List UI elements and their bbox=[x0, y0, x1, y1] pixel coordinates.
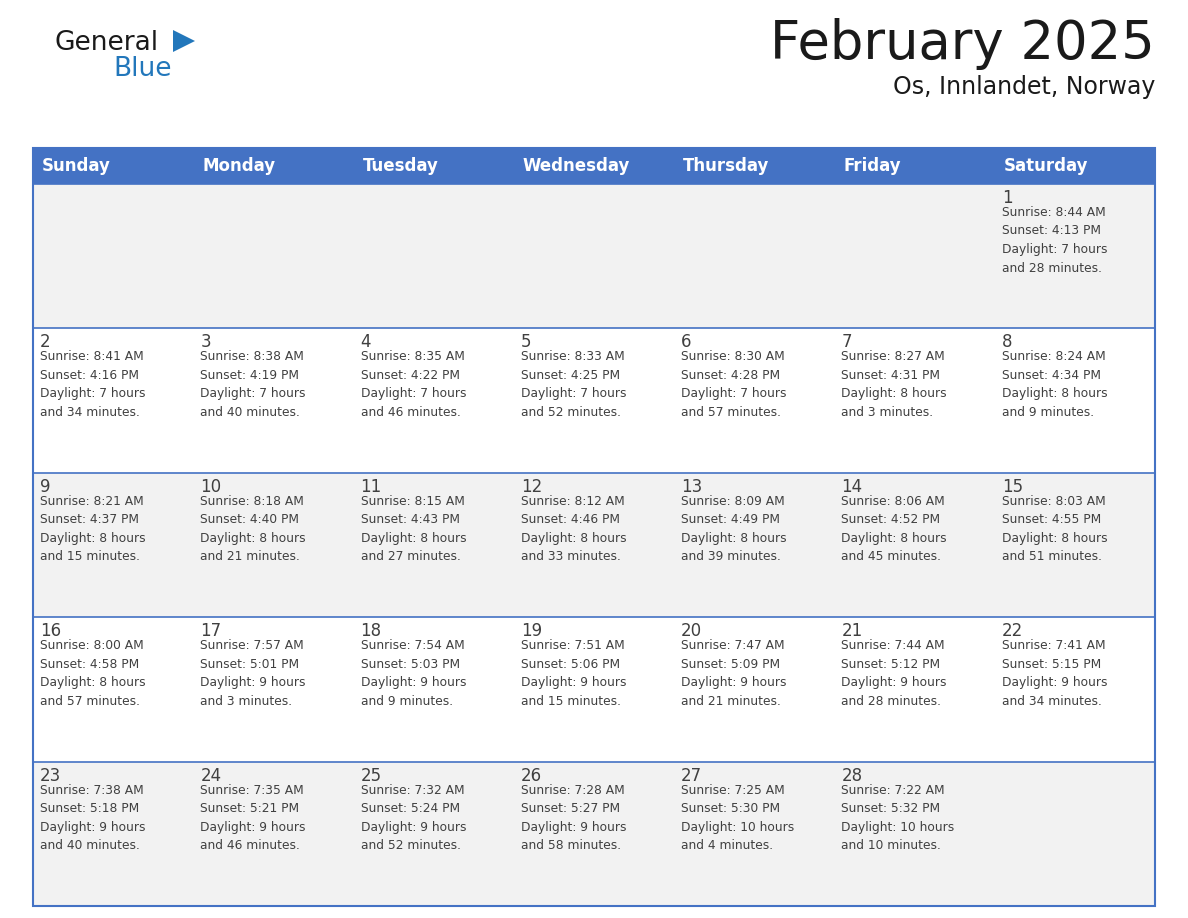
Text: Sunrise: 7:41 AM
Sunset: 5:15 PM
Daylight: 9 hours
and 34 minutes.: Sunrise: 7:41 AM Sunset: 5:15 PM Dayligh… bbox=[1001, 639, 1107, 708]
Text: 22: 22 bbox=[1001, 622, 1023, 640]
Text: Sunrise: 7:22 AM
Sunset: 5:32 PM
Daylight: 10 hours
and 10 minutes.: Sunrise: 7:22 AM Sunset: 5:32 PM Dayligh… bbox=[841, 784, 955, 852]
Text: General: General bbox=[55, 30, 159, 56]
Text: Sunrise: 7:44 AM
Sunset: 5:12 PM
Daylight: 9 hours
and 28 minutes.: Sunrise: 7:44 AM Sunset: 5:12 PM Dayligh… bbox=[841, 639, 947, 708]
Text: Sunrise: 7:28 AM
Sunset: 5:27 PM
Daylight: 9 hours
and 58 minutes.: Sunrise: 7:28 AM Sunset: 5:27 PM Dayligh… bbox=[520, 784, 626, 852]
Bar bbox=[33, 617, 1155, 762]
Text: 4: 4 bbox=[361, 333, 371, 352]
Text: 1: 1 bbox=[1001, 189, 1012, 207]
Text: Sunrise: 8:44 AM
Sunset: 4:13 PM
Daylight: 7 hours
and 28 minutes.: Sunrise: 8:44 AM Sunset: 4:13 PM Dayligh… bbox=[1001, 206, 1107, 274]
Text: Sunrise: 8:21 AM
Sunset: 4:37 PM
Daylight: 8 hours
and 15 minutes.: Sunrise: 8:21 AM Sunset: 4:37 PM Dayligh… bbox=[40, 495, 146, 564]
Text: Sunrise: 8:38 AM
Sunset: 4:19 PM
Daylight: 7 hours
and 40 minutes.: Sunrise: 8:38 AM Sunset: 4:19 PM Dayligh… bbox=[201, 351, 305, 419]
Text: Sunrise: 7:32 AM
Sunset: 5:24 PM
Daylight: 9 hours
and 52 minutes.: Sunrise: 7:32 AM Sunset: 5:24 PM Dayligh… bbox=[361, 784, 466, 852]
Text: Sunrise: 7:51 AM
Sunset: 5:06 PM
Daylight: 9 hours
and 15 minutes.: Sunrise: 7:51 AM Sunset: 5:06 PM Dayligh… bbox=[520, 639, 626, 708]
Text: Blue: Blue bbox=[113, 56, 171, 82]
Text: 25: 25 bbox=[361, 767, 381, 785]
Text: Sunrise: 8:30 AM
Sunset: 4:28 PM
Daylight: 7 hours
and 57 minutes.: Sunrise: 8:30 AM Sunset: 4:28 PM Dayligh… bbox=[681, 351, 786, 419]
Text: Sunrise: 8:18 AM
Sunset: 4:40 PM
Daylight: 8 hours
and 21 minutes.: Sunrise: 8:18 AM Sunset: 4:40 PM Dayligh… bbox=[201, 495, 307, 564]
Text: 2: 2 bbox=[40, 333, 51, 352]
Bar bbox=[994, 148, 1155, 184]
Text: Friday: Friday bbox=[843, 157, 901, 175]
Text: Monday: Monday bbox=[202, 157, 276, 175]
Text: 27: 27 bbox=[681, 767, 702, 785]
Text: 5: 5 bbox=[520, 333, 531, 352]
Text: 16: 16 bbox=[40, 622, 61, 640]
Text: 3: 3 bbox=[201, 333, 211, 352]
Bar bbox=[514, 148, 674, 184]
Text: 19: 19 bbox=[520, 622, 542, 640]
Bar bbox=[674, 148, 834, 184]
Text: 9: 9 bbox=[40, 477, 51, 496]
Text: 18: 18 bbox=[361, 622, 381, 640]
Text: 24: 24 bbox=[201, 767, 221, 785]
Text: 28: 28 bbox=[841, 767, 862, 785]
Bar bbox=[834, 148, 994, 184]
Text: Sunrise: 7:25 AM
Sunset: 5:30 PM
Daylight: 10 hours
and 4 minutes.: Sunrise: 7:25 AM Sunset: 5:30 PM Dayligh… bbox=[681, 784, 795, 852]
Text: Sunrise: 7:38 AM
Sunset: 5:18 PM
Daylight: 9 hours
and 40 minutes.: Sunrise: 7:38 AM Sunset: 5:18 PM Dayligh… bbox=[40, 784, 145, 852]
Text: Sunday: Sunday bbox=[42, 157, 110, 175]
Bar bbox=[33, 329, 1155, 473]
Bar bbox=[33, 762, 1155, 906]
Bar bbox=[33, 148, 1155, 906]
Text: Sunrise: 8:03 AM
Sunset: 4:55 PM
Daylight: 8 hours
and 51 minutes.: Sunrise: 8:03 AM Sunset: 4:55 PM Dayligh… bbox=[1001, 495, 1107, 564]
Text: 14: 14 bbox=[841, 477, 862, 496]
Text: Thursday: Thursday bbox=[683, 157, 770, 175]
Text: Sunrise: 8:15 AM
Sunset: 4:43 PM
Daylight: 8 hours
and 27 minutes.: Sunrise: 8:15 AM Sunset: 4:43 PM Dayligh… bbox=[361, 495, 466, 564]
Text: 20: 20 bbox=[681, 622, 702, 640]
Text: 12: 12 bbox=[520, 477, 542, 496]
Text: 11: 11 bbox=[361, 477, 381, 496]
Text: Tuesday: Tuesday bbox=[362, 157, 438, 175]
Text: Sunrise: 8:35 AM
Sunset: 4:22 PM
Daylight: 7 hours
and 46 minutes.: Sunrise: 8:35 AM Sunset: 4:22 PM Dayligh… bbox=[361, 351, 466, 419]
Text: 6: 6 bbox=[681, 333, 691, 352]
Text: 21: 21 bbox=[841, 622, 862, 640]
Bar bbox=[33, 184, 1155, 329]
Bar bbox=[354, 148, 514, 184]
Text: Sunrise: 7:35 AM
Sunset: 5:21 PM
Daylight: 9 hours
and 46 minutes.: Sunrise: 7:35 AM Sunset: 5:21 PM Dayligh… bbox=[201, 784, 305, 852]
Text: Sunrise: 8:41 AM
Sunset: 4:16 PM
Daylight: 7 hours
and 34 minutes.: Sunrise: 8:41 AM Sunset: 4:16 PM Dayligh… bbox=[40, 351, 145, 419]
Text: Sunrise: 7:47 AM
Sunset: 5:09 PM
Daylight: 9 hours
and 21 minutes.: Sunrise: 7:47 AM Sunset: 5:09 PM Dayligh… bbox=[681, 639, 786, 708]
Text: 23: 23 bbox=[40, 767, 62, 785]
Text: 7: 7 bbox=[841, 333, 852, 352]
Text: Sunrise: 8:06 AM
Sunset: 4:52 PM
Daylight: 8 hours
and 45 minutes.: Sunrise: 8:06 AM Sunset: 4:52 PM Dayligh… bbox=[841, 495, 947, 564]
Text: Sunrise: 8:00 AM
Sunset: 4:58 PM
Daylight: 8 hours
and 57 minutes.: Sunrise: 8:00 AM Sunset: 4:58 PM Dayligh… bbox=[40, 639, 146, 708]
Text: Sunrise: 8:27 AM
Sunset: 4:31 PM
Daylight: 8 hours
and 3 minutes.: Sunrise: 8:27 AM Sunset: 4:31 PM Dayligh… bbox=[841, 351, 947, 419]
Text: Saturday: Saturday bbox=[1004, 157, 1088, 175]
Text: 13: 13 bbox=[681, 477, 702, 496]
Text: 26: 26 bbox=[520, 767, 542, 785]
Text: Sunrise: 7:57 AM
Sunset: 5:01 PM
Daylight: 9 hours
and 3 minutes.: Sunrise: 7:57 AM Sunset: 5:01 PM Dayligh… bbox=[201, 639, 305, 708]
Polygon shape bbox=[173, 30, 195, 52]
Text: Sunrise: 8:24 AM
Sunset: 4:34 PM
Daylight: 8 hours
and 9 minutes.: Sunrise: 8:24 AM Sunset: 4:34 PM Dayligh… bbox=[1001, 351, 1107, 419]
Text: Sunrise: 8:33 AM
Sunset: 4:25 PM
Daylight: 7 hours
and 52 minutes.: Sunrise: 8:33 AM Sunset: 4:25 PM Dayligh… bbox=[520, 351, 626, 419]
Text: Os, Innlandet, Norway: Os, Innlandet, Norway bbox=[892, 75, 1155, 99]
Text: 10: 10 bbox=[201, 477, 221, 496]
Text: 8: 8 bbox=[1001, 333, 1012, 352]
Bar bbox=[194, 148, 354, 184]
Text: 15: 15 bbox=[1001, 477, 1023, 496]
Bar bbox=[33, 473, 1155, 617]
Text: Sunrise: 8:12 AM
Sunset: 4:46 PM
Daylight: 8 hours
and 33 minutes.: Sunrise: 8:12 AM Sunset: 4:46 PM Dayligh… bbox=[520, 495, 626, 564]
Text: Wednesday: Wednesday bbox=[523, 157, 630, 175]
Text: 17: 17 bbox=[201, 622, 221, 640]
Text: Sunrise: 8:09 AM
Sunset: 4:49 PM
Daylight: 8 hours
and 39 minutes.: Sunrise: 8:09 AM Sunset: 4:49 PM Dayligh… bbox=[681, 495, 786, 564]
Text: Sunrise: 7:54 AM
Sunset: 5:03 PM
Daylight: 9 hours
and 9 minutes.: Sunrise: 7:54 AM Sunset: 5:03 PM Dayligh… bbox=[361, 639, 466, 708]
Bar bbox=[33, 148, 194, 184]
Text: February 2025: February 2025 bbox=[770, 18, 1155, 70]
